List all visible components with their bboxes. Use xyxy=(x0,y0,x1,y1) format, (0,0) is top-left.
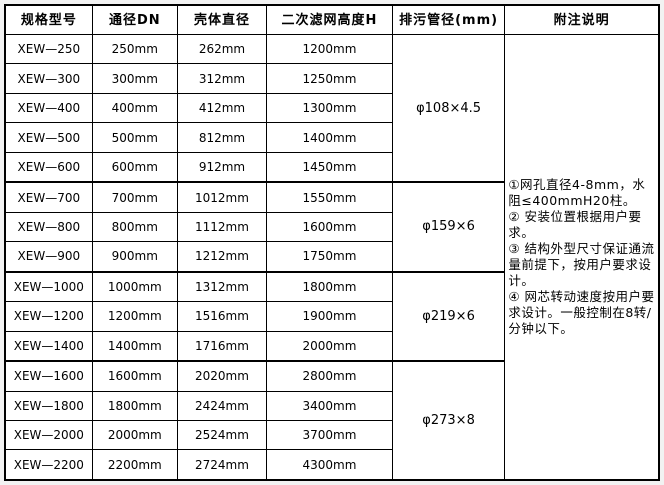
model-cell: XEW—1800 xyxy=(4,390,93,421)
shell-cell: 812mm xyxy=(176,122,268,153)
header-height: 二次滤网高度H xyxy=(266,4,393,35)
height-cell: 3400mm xyxy=(266,390,393,421)
shell-cell: 1312mm xyxy=(176,270,268,303)
note-line-1: ①网孔直径4-8mm，水阻≤400mmH20柱。 xyxy=(508,177,646,208)
table-body: XEW—250 250mm 262mm 1200mm φ108×4.5 ①网孔直… xyxy=(4,33,660,481)
note-line-3: ③ 结构外型尺寸保证通流量前提下，按用户要求设计。 xyxy=(508,241,655,288)
height-cell: 2800mm xyxy=(266,360,393,392)
shell-cell: 912mm xyxy=(176,151,268,183)
table-row: XEW—1800 1800mm 2424mm 3400mm xyxy=(4,390,659,421)
shell-cell: 1112mm xyxy=(176,211,268,243)
table-row: XEW—1600 1600mm 2020mm 2800mm φ273×8 xyxy=(4,360,659,481)
model-cell: XEW—1000 xyxy=(4,270,93,303)
drain-group-cell: φ108×4.5 xyxy=(391,34,506,183)
note-line-4: ④ 网芯转动速度按用户要求设计。一般控制在8转/分钟以下。 xyxy=(508,289,655,336)
model-cell: XEW—300 xyxy=(4,63,93,94)
height-cell: 1750mm xyxy=(266,241,393,273)
dn-cell: 1000mm xyxy=(91,270,178,303)
dn-cell: 300mm xyxy=(91,63,178,94)
table-row: XEW—1200 1200mm 1516mm 1900mm xyxy=(4,301,659,332)
height-cell: 2000mm xyxy=(266,330,393,362)
dn-cell: 1200mm xyxy=(91,301,178,332)
note-line-2: ② 安装位置根据用户要求。 xyxy=(508,209,642,240)
dn-cell: 900mm xyxy=(91,241,178,273)
table-header: 规格型号 通径DN 壳体直径 二次滤网高度H 排污管径(mm) 附注说明 xyxy=(4,4,660,35)
model-cell: XEW—400 xyxy=(4,92,93,124)
model-cell: XEW—600 xyxy=(4,151,93,183)
shell-cell: 2020mm xyxy=(176,360,268,392)
shell-cell: 262mm xyxy=(176,33,268,65)
drain-group-cell: φ219×6 xyxy=(391,270,506,362)
header-notes: 附注说明 xyxy=(504,4,660,35)
height-cell: 1250mm xyxy=(266,63,393,94)
dn-cell: 2000mm xyxy=(91,419,178,451)
height-cell: 1200mm xyxy=(266,33,393,65)
shell-cell: 1012mm xyxy=(176,181,268,213)
model-cell: XEW—500 xyxy=(4,122,93,153)
dn-cell: 1600mm xyxy=(91,360,178,392)
drain-group-cell: φ159×6 xyxy=(391,181,506,273)
shell-cell: 1516mm xyxy=(176,301,268,332)
shell-cell: 1716mm xyxy=(176,330,268,362)
header-model: 规格型号 xyxy=(4,4,93,35)
model-cell: XEW—250 xyxy=(4,33,93,65)
dn-cell: 700mm xyxy=(91,181,178,213)
shell-cell: 2424mm xyxy=(176,390,268,421)
table-row: XEW—900 900mm 1212mm 1750mm xyxy=(4,241,659,273)
table-row: XEW—2000 2000mm 2524mm 3700mm xyxy=(4,419,659,451)
table-row: XEW—700 700mm 1012mm 1550mm φ159×6 xyxy=(4,181,659,273)
model-cell: XEW—2200 xyxy=(4,449,93,481)
notes-cell: ①网孔直径4-8mm，水阻≤400mmH20柱。 ② 安装位置根据用户要求。 ③… xyxy=(504,34,660,481)
table-row: XEW—300 300mm 312mm 1250mm xyxy=(4,63,659,94)
header-row: 规格型号 通径DN 壳体直径 二次滤网高度H 排污管径(mm) 附注说明 xyxy=(4,4,660,35)
dn-cell: 800mm xyxy=(91,211,178,243)
shell-cell: 2724mm xyxy=(176,449,268,481)
height-cell: 1800mm xyxy=(266,270,393,303)
dn-cell: 500mm xyxy=(91,122,178,153)
dn-cell: 250mm xyxy=(91,33,178,65)
shell-cell: 412mm xyxy=(176,92,268,124)
table-row: XEW—400 400mm 412mm 1300mm xyxy=(4,92,659,124)
height-cell: 3700mm xyxy=(266,419,393,451)
height-cell: 4300mm xyxy=(266,449,393,481)
dn-cell: 1800mm xyxy=(91,390,178,421)
shell-cell: 2524mm xyxy=(176,419,268,451)
dn-cell: 600mm xyxy=(91,151,178,183)
shell-cell: 1212mm xyxy=(176,241,268,273)
model-cell: XEW—1200 xyxy=(4,301,93,332)
model-cell: XEW—1600 xyxy=(4,360,93,392)
dn-cell: 2200mm xyxy=(91,449,178,481)
model-cell: XEW—800 xyxy=(4,211,93,243)
model-cell: XEW—2000 xyxy=(4,419,93,451)
model-cell: XEW—700 xyxy=(4,181,93,213)
shell-cell: 312mm xyxy=(176,63,268,94)
height-cell: 1400mm xyxy=(266,122,393,153)
table-row: XEW—250 250mm 262mm 1200mm φ108×4.5 ①网孔直… xyxy=(4,33,660,481)
table-row: XEW—2200 2200mm 2724mm 4300mm xyxy=(4,449,659,481)
dn-cell: 1400mm xyxy=(91,330,178,362)
height-cell: 1450mm xyxy=(266,151,393,183)
spec-table: 规格型号 通径DN 壳体直径 二次滤网高度H 排污管径(mm) 附注说明 XEW… xyxy=(4,4,660,481)
height-cell: 1600mm xyxy=(266,211,393,243)
header-shell: 壳体直径 xyxy=(176,4,268,35)
height-cell: 1900mm xyxy=(266,301,393,332)
header-dn: 通径DN xyxy=(91,4,178,35)
table-row: XEW—600 600mm 912mm 1450mm xyxy=(4,151,659,183)
model-cell: XEW—900 xyxy=(4,241,93,273)
table-row: XEW—500 500mm 812mm 1400mm xyxy=(4,122,659,153)
table-row: XEW—800 800mm 1112mm 1600mm xyxy=(4,211,659,243)
dn-cell: 400mm xyxy=(91,92,178,124)
drain-group-cell: φ273×8 xyxy=(391,360,506,481)
height-cell: 1550mm xyxy=(266,181,393,213)
height-cell: 1300mm xyxy=(266,92,393,124)
model-cell: XEW—1400 xyxy=(4,330,93,362)
header-drain: 排污管径(mm) xyxy=(391,4,506,35)
